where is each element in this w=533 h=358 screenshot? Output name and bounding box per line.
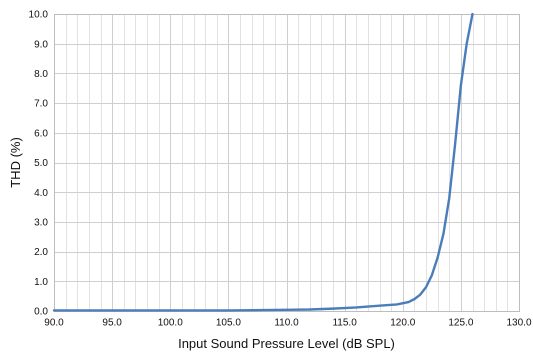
x-tick-label: 115.0 [332, 317, 357, 328]
series-line-1 [52, 12, 474, 312]
y-tick-label: 3.0 [34, 218, 48, 229]
y-tick-label: 5.0 [34, 158, 48, 169]
y-tick-label: 1.0 [34, 277, 48, 288]
y-tick-label: 8.0 [34, 69, 48, 80]
x-axis-tick-labels: 90.0 95.0 100.0 105.0 110.0 115.0 120.0 125.0 13… [44, 317, 532, 328]
x-axis-title: Input Sound Pressure Level (dB SPL) [178, 336, 395, 351]
grid [54, 14, 520, 312]
x-tick-label: 105.0 [216, 317, 241, 328]
series-group [52, 12, 474, 312]
plot-area-border [54, 14, 520, 312]
y-tick-label: 4.0 [34, 188, 48, 199]
x-tick-label: 125.0 [448, 317, 473, 328]
x-tick-label: 110.0 [274, 317, 299, 328]
x-tick-label: 90.0 [44, 317, 64, 328]
y-axis-tick-labels: 0.0 1.0 2.0 3.0 4.0 5.0 6.0 7.0 8.0 9.0 10.0 [29, 10, 49, 318]
y-tick-label: 0.0 [34, 307, 48, 318]
y-tick-label: 10.0 [29, 10, 49, 21]
y-tick-label: 9.0 [34, 39, 48, 50]
y-tick-label: 7.0 [34, 99, 48, 110]
x-tick-label: 130.0 [506, 317, 531, 328]
x-tick-label: 95.0 [102, 317, 122, 328]
x-tick-label: 120.0 [390, 317, 415, 328]
y-tick-label: 6.0 [34, 128, 48, 139]
x-tick-label: 100.0 [158, 317, 183, 328]
y-tick-label: 2.0 [34, 247, 48, 258]
y-axis-title: THD (%) [8, 137, 23, 188]
